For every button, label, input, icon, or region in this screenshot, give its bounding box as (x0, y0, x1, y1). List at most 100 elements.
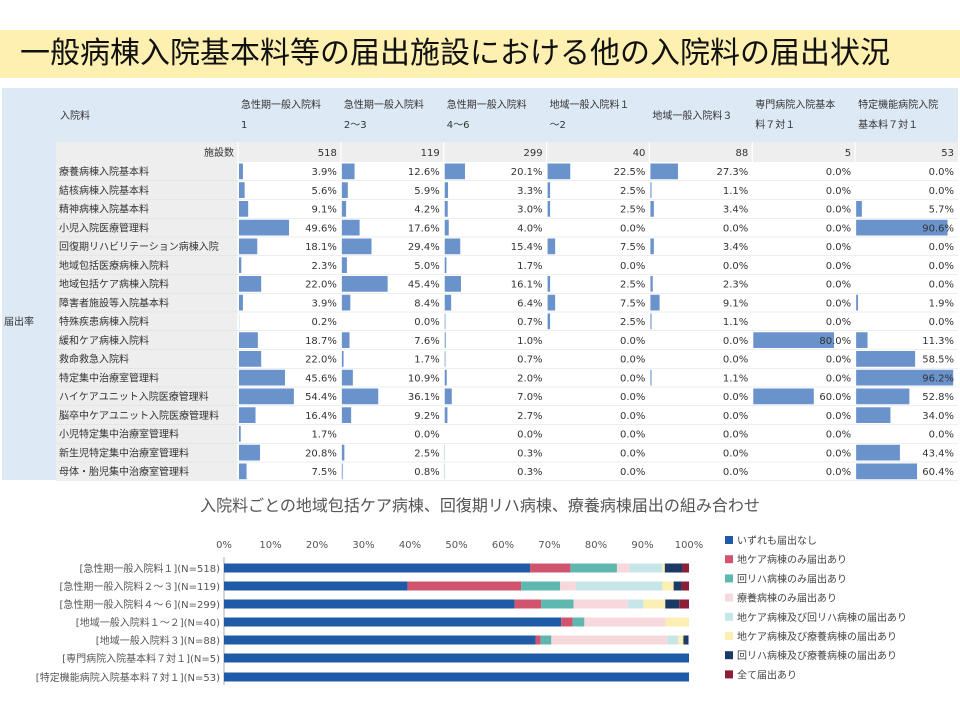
rate-bar (444, 369, 447, 386)
rate-value: 0.0% (723, 430, 748, 441)
legend-label: 地ケア病棟及び療養病棟の届出あり (737, 630, 897, 643)
legend-swatch (725, 651, 733, 660)
stacked-segment (529, 563, 571, 573)
rate-bar (341, 276, 388, 292)
rate-bar (239, 463, 247, 480)
x-tick-label: 0% (216, 540, 232, 551)
facility-count: 119 (421, 148, 440, 159)
column-header-line1: 急性期一般入院料 (344, 98, 424, 111)
rate-value: 1.7% (311, 430, 336, 441)
rate-bar (341, 201, 347, 217)
title-banner: 一般病棟入院基本料等の届出施設における他の入院料の届出状況 (0, 30, 960, 78)
rate-value: 2.5% (620, 186, 645, 197)
rate-value: 4.2% (414, 205, 439, 216)
legend-swatch (725, 670, 733, 679)
rate-bar (650, 238, 654, 255)
stacked-segment (584, 617, 666, 627)
category-label: [急性期一般入院料４～６](N=299) (59, 598, 220, 611)
x-tick-label: 40% (399, 540, 421, 551)
legend-label: 全て届出あり (737, 668, 797, 681)
table-corner-label: 入院料 (60, 109, 90, 122)
rate-bar (547, 313, 551, 330)
rate-bar (239, 201, 249, 217)
rate-value: 10.9% (408, 373, 440, 384)
rate-value: 0.0% (723, 336, 748, 347)
stacked-segment (514, 599, 542, 609)
facility-count: 88 (736, 148, 749, 159)
rate-bar (856, 444, 900, 461)
rate-value: 0.0% (826, 167, 851, 178)
rate-value: 7.5% (620, 242, 645, 253)
category-label: [急性期一般入院料１](N=518) (79, 562, 220, 575)
rate-bar (341, 407, 352, 423)
rate-value: 2.3% (311, 261, 336, 272)
rate-value: 0.0% (929, 261, 954, 272)
stacked-segment (521, 581, 561, 591)
rate-value: 9.1% (311, 205, 336, 216)
rate-value: 0.0% (826, 373, 851, 384)
rate-value: 49.6% (305, 223, 337, 234)
rate-bar (650, 294, 660, 311)
value-area-background (238, 162, 958, 480)
column-header-line2: 4～6 (447, 120, 470, 131)
stacked-segment (662, 581, 674, 591)
row-label: 精神病棟入院基本料 (59, 203, 149, 216)
rate-value: 16.4% (305, 411, 337, 422)
stacked-segment (540, 635, 552, 645)
rate-bar (239, 294, 243, 311)
legend-swatch (725, 536, 733, 544)
rate-value: 22.0% (305, 355, 337, 366)
rate-value: 0.0% (620, 430, 645, 441)
rate-bar (753, 332, 834, 348)
rate-value: 9.1% (723, 298, 748, 309)
rate-bar (856, 294, 859, 311)
stacked-segment (570, 563, 617, 573)
stacked-segment (683, 635, 689, 645)
rate-bar (547, 182, 551, 198)
x-tick-label: 10% (259, 540, 281, 551)
rate-value: 1.1% (723, 186, 748, 197)
rate-value: 36.1% (408, 392, 440, 403)
rate-value: 0.0% (826, 317, 851, 328)
category-label: [専門病院入院基本料７対１](N=5) (62, 652, 220, 665)
rate-value: 7.5% (620, 298, 645, 309)
rate-value: 0.0% (620, 223, 645, 234)
rate-value: 1.9% (929, 298, 954, 309)
stacked-segment (664, 563, 683, 573)
row-label: 小児特定集中治療室管理料 (59, 428, 179, 441)
rate-value: 0.0% (723, 467, 748, 478)
rate-value: 0.0% (620, 336, 645, 347)
rate-bar (341, 182, 348, 198)
rate-bar (753, 388, 814, 405)
rate-value: 5.9% (414, 186, 439, 197)
category-label: [急性期一般入院料２～３](N=119) (59, 580, 220, 593)
legend-swatch (725, 555, 733, 564)
rate-value: 11.3% (922, 336, 954, 347)
rate-value: 52.8% (922, 392, 954, 403)
stacked-segment (682, 563, 689, 573)
rate-value: 8.4% (414, 298, 439, 309)
column-header-line1: 地域一般入院料３ (652, 109, 732, 122)
rate-value: 2.3% (723, 280, 748, 291)
rate-value: 0.7% (517, 317, 542, 328)
rate-value: 0.3% (517, 467, 542, 478)
rate-value: 1.1% (723, 317, 748, 328)
column-header-line1: 急性期一般入院料 (241, 98, 321, 111)
rate-bar (650, 313, 652, 330)
rate-bar (650, 201, 654, 217)
rate-value: 0.0% (826, 242, 851, 253)
rate-value: 3.9% (311, 167, 336, 178)
rate-value: 1.7% (517, 261, 542, 272)
column-header-line1: 特定機能病院入院 (858, 98, 938, 111)
rate-value: 0.0% (517, 430, 542, 441)
x-tick-label: 70% (538, 540, 560, 551)
rate-bar (444, 332, 446, 348)
rate-bar (239, 182, 245, 198)
column-header-line1: 急性期一般入院料 (447, 98, 527, 111)
stacked-segment (573, 599, 629, 609)
facility-count: 53 (941, 148, 954, 159)
rate-value: 0.0% (620, 373, 645, 384)
row-label: 結核病棟入院基本料 (59, 184, 149, 197)
rate-bar (856, 388, 910, 405)
x-tick-label: 50% (445, 540, 467, 551)
